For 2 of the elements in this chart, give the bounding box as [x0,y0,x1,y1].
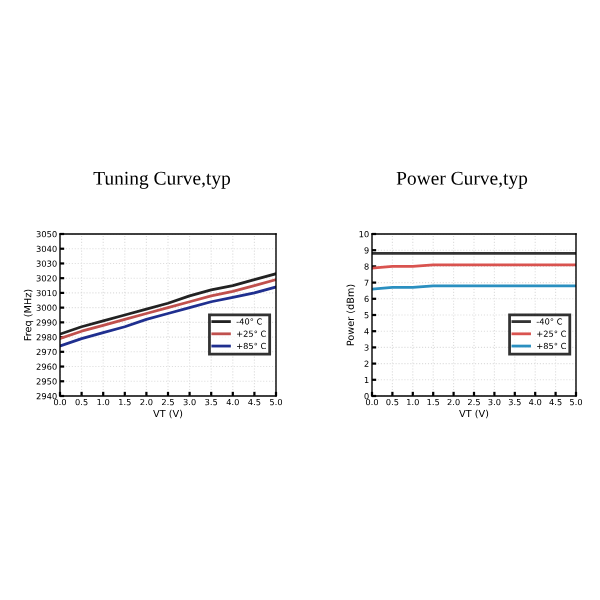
chart-title: Power Curve,typ [396,171,528,189]
chart-title: Tuning Curve,typ [93,171,231,189]
